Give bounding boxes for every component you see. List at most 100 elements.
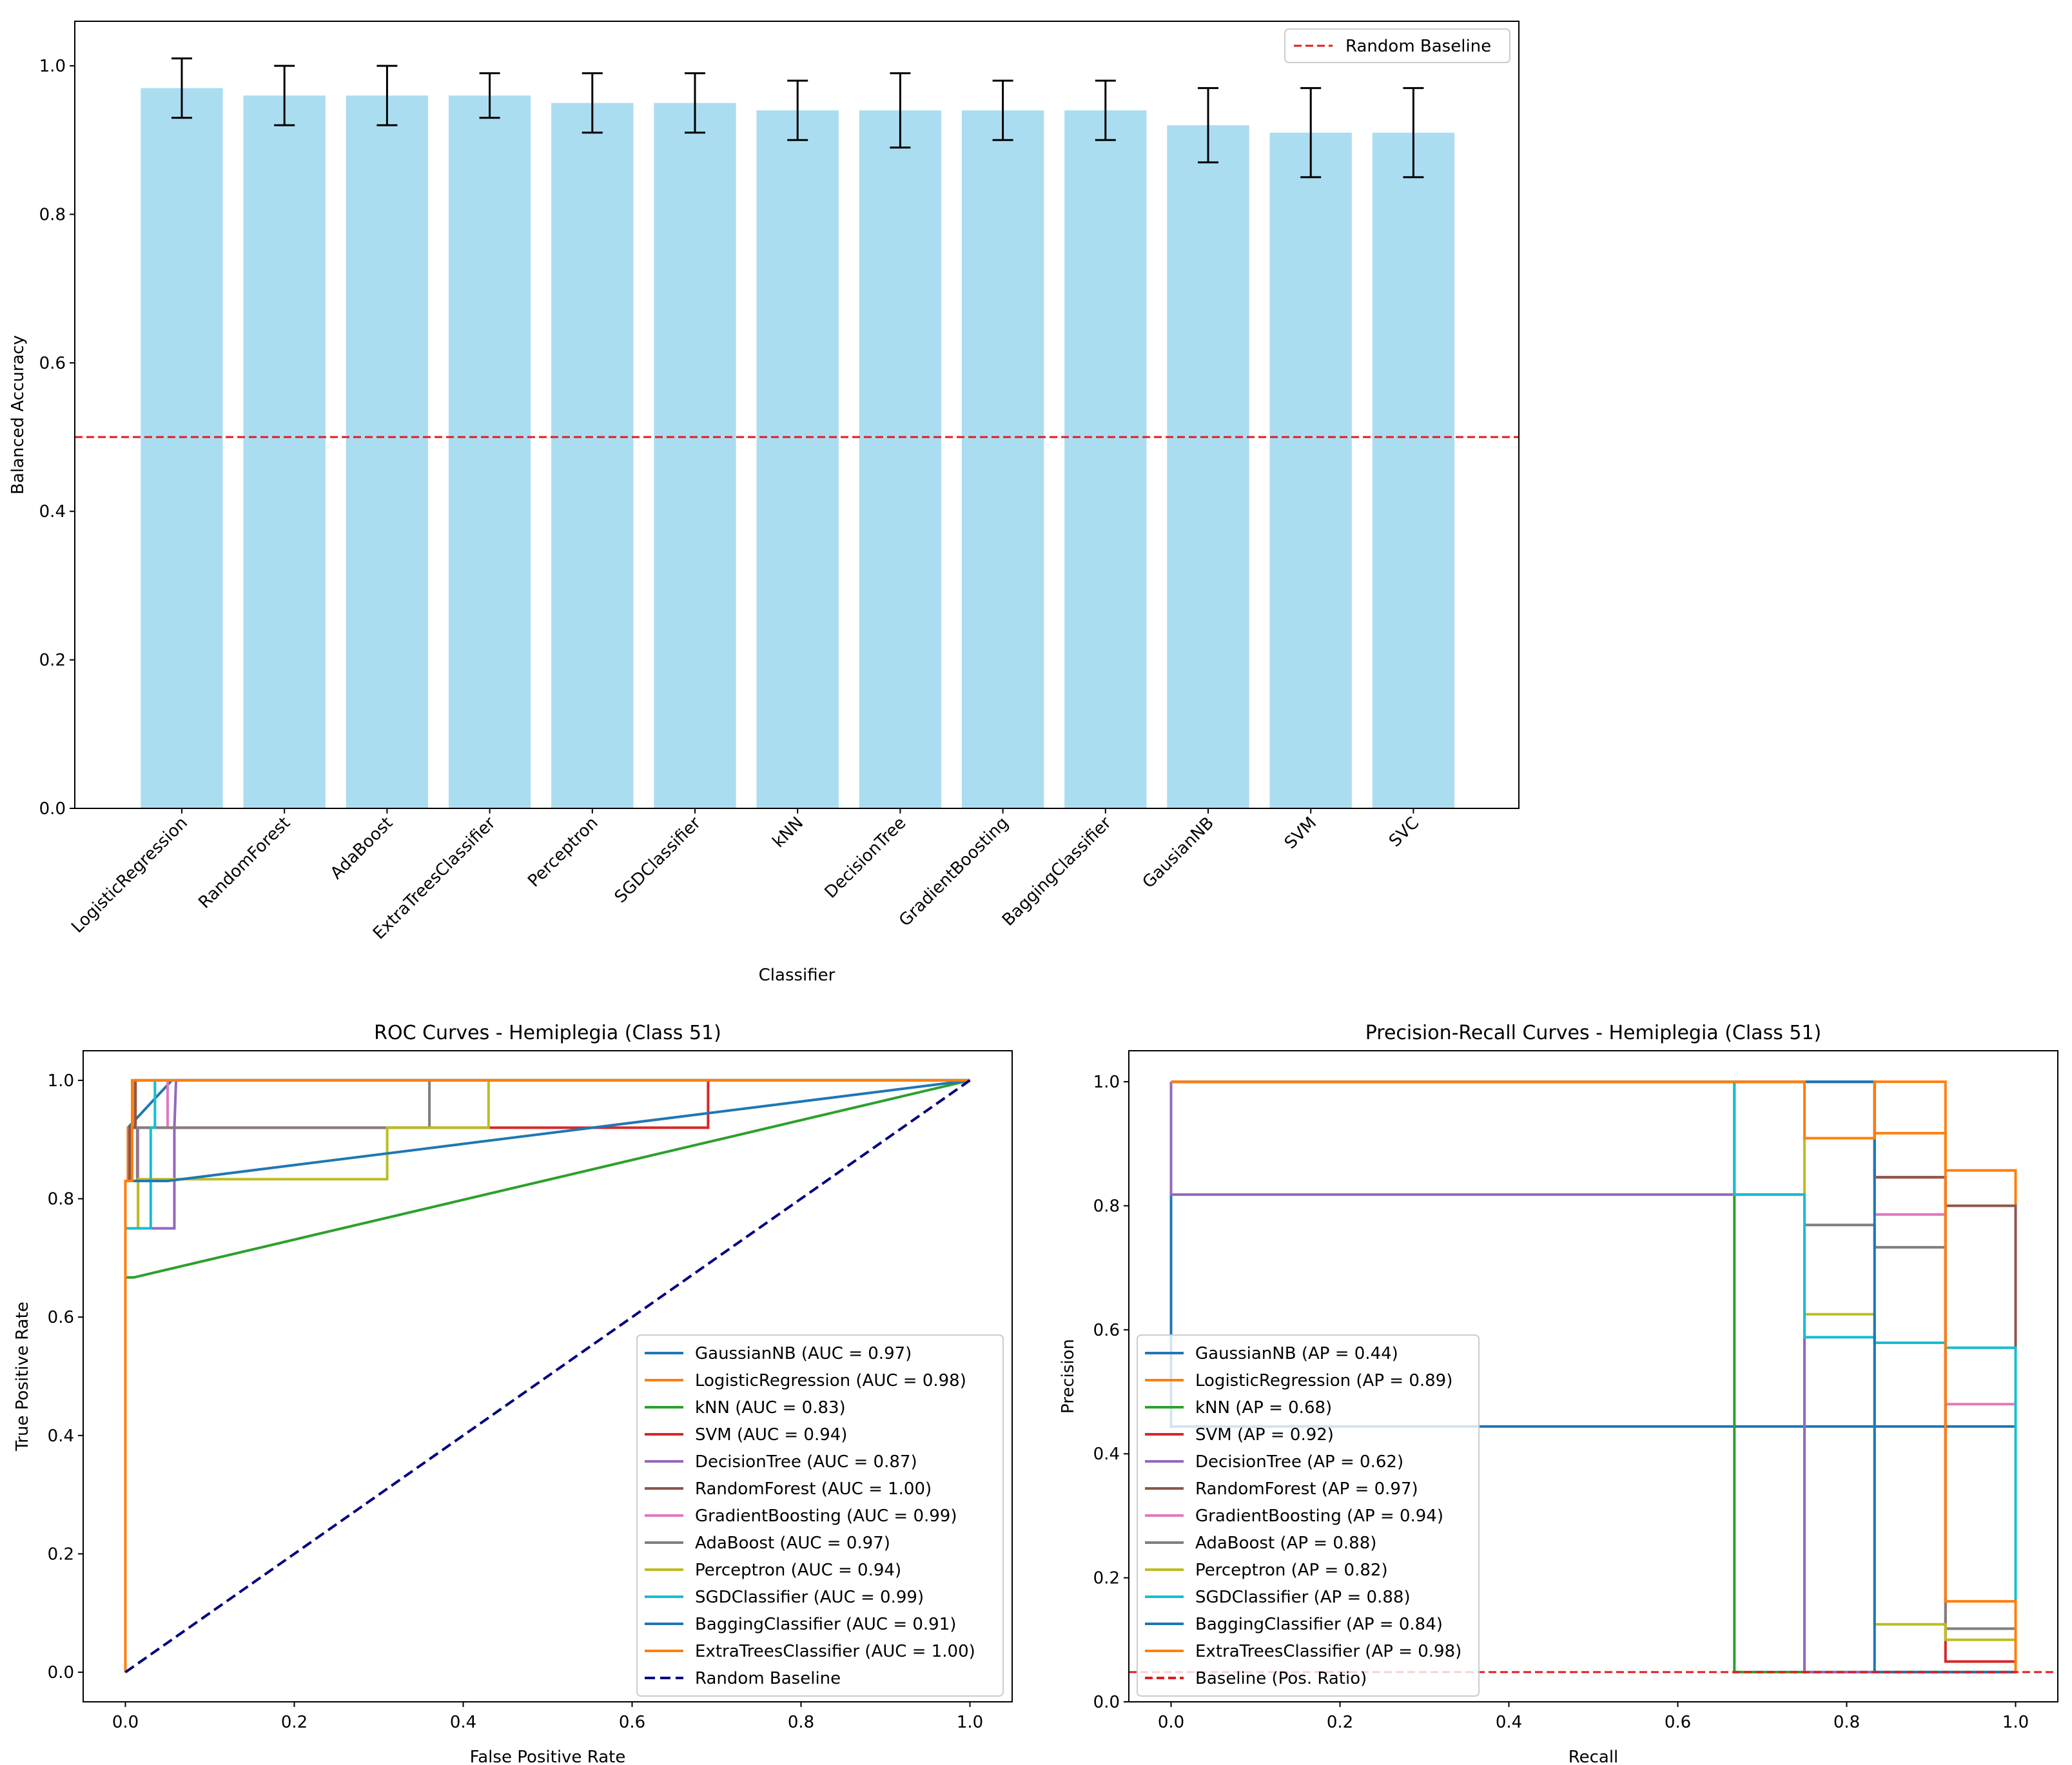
roc-axes-frame [83, 1050, 1013, 1702]
y-tick-label: 0.8 [48, 1190, 74, 1209]
bar-SGDClassifier [654, 102, 736, 809]
accuracy-error-bars [171, 57, 1424, 179]
y-tick-label: 1.0 [48, 1071, 74, 1091]
legend-label: AdaBoost (AP = 0.88) [1195, 1534, 1376, 1553]
x-tick-label: GausianNB [1139, 814, 1218, 892]
x-tick-label: SVC [1385, 814, 1423, 851]
y-tick-label: 0.2 [39, 651, 66, 670]
x-tick-label: AdaBoost [327, 814, 396, 883]
pr-curves [1129, 1080, 2058, 1673]
bar-LogisticRegression [141, 88, 223, 809]
x-tick-label: 0.4 [450, 1713, 476, 1732]
legend-label: SGDClassifier (AUC = 0.99) [695, 1588, 924, 1607]
legend-label: GaussianNB (AUC = 0.97) [695, 1344, 912, 1363]
legend-label: RandomForest (AUC = 1.00) [695, 1479, 932, 1499]
error-bar-ExtraTreesClassifier [479, 72, 500, 119]
pr-axes-frame [1128, 1050, 2058, 1702]
y-tick-label: 0.0 [48, 1663, 74, 1682]
y-tick-label: 0.4 [39, 502, 66, 522]
y-tick-label: 1.0 [39, 57, 66, 76]
x-tick-label: 0.2 [1327, 1713, 1353, 1732]
y-tick-label: 0.2 [1093, 1569, 1120, 1588]
x-tick-label: 0.6 [1665, 1713, 1691, 1732]
legend-label: Baseline (Pos. Ratio) [1195, 1669, 1367, 1688]
roc-ticks: 0.0 0.0 0.2 0.2 0.4 0.4 0.6 0.6 0.8 0.8 1.0 1.0 [48, 1071, 984, 1732]
legend-label: Perceptron (AP = 0.82) [1195, 1561, 1388, 1580]
legend-label: RandomForest (AP = 0.97) [1195, 1479, 1418, 1499]
bar-SVC [1372, 132, 1455, 809]
y-tick-label: 0.0 [39, 799, 66, 819]
error-bar-GradientBoosting [992, 79, 1013, 141]
x-tick-label: 0.8 [788, 1713, 814, 1732]
roc-chart: ROC Curves - Hemiplegia (Class 51) 0.00.… [13, 1022, 1013, 1765]
accuracy-x-axis-label: Classifier [759, 966, 836, 985]
bar-Perceptron [551, 102, 634, 809]
roc-legend: GaussianNB (AUC = 0.97) LogisticRegressio… [636, 1334, 1004, 1697]
y-tick-label: 0.6 [39, 354, 66, 373]
x-tick-label: GradientBoosting [895, 814, 1013, 931]
y-tick-label: 0.2 [48, 1545, 74, 1564]
pr-title: Precision-Recall Curves - Hemiplegia (Cl… [1365, 1022, 1822, 1044]
error-bar-DecisionTree [890, 72, 911, 149]
x-tick-label: 1.0 [2002, 1713, 2029, 1732]
error-bar-kNN [787, 79, 808, 141]
roc-title: ROC Curves - Hemiplegia (Class 51) [374, 1022, 721, 1044]
y-tick-label: 0.8 [39, 205, 66, 224]
legend-box [1137, 1334, 1480, 1697]
bar-GradientBoosting [961, 110, 1044, 808]
x-tick-label: kNN [769, 814, 807, 852]
pr-y-axis-label: Precision [1059, 1339, 1078, 1414]
pr-chart: Precision-Recall Curves - Hemiplegia (Cl… [1059, 1022, 2058, 1765]
legend-label: SVM (AUC = 0.94) [695, 1425, 847, 1445]
legend-label: AdaBoost (AUC = 0.97) [695, 1534, 890, 1553]
x-tick-label: 0.0 [112, 1713, 139, 1732]
y-tick-label: 0.8 [1093, 1196, 1120, 1216]
accuracy-y-ticks: 0.0 0.2 0.4 0.6 0.8 1.0 [39, 57, 75, 819]
y-tick-label: 0.6 [1093, 1321, 1120, 1340]
legend-label: BaggingClassifier (AP = 0.84) [1195, 1615, 1443, 1634]
roc-curves [124, 1078, 971, 1673]
legend-box [636, 1334, 1004, 1697]
legend-label: Random Baseline [695, 1669, 841, 1688]
bar-RandomForest [243, 95, 326, 808]
roc-y-axis-label: True Positive Rate [13, 1302, 32, 1452]
legend-label: kNN (AUC = 0.83) [695, 1398, 846, 1418]
legend-label: LogisticRegression (AP = 0.89) [1195, 1371, 1452, 1390]
y-tick-label: 1.0 [1093, 1073, 1120, 1092]
roc-x-axis-label: False Positive Rate [470, 1748, 626, 1765]
legend-label: DecisionTree (AP = 0.62) [1195, 1452, 1403, 1472]
legend-label: ExtraTreesClassifier (AUC = 1.00) [695, 1642, 975, 1661]
x-tick-label: 1.0 [957, 1713, 983, 1732]
pr-ticks: 0.0 0.0 0.2 0.2 0.4 0.4 0.6 0.6 0.8 0.8 1.0 1.0 [1093, 1073, 2029, 1732]
pr-legend: GaussianNB (AP = 0.44) LogisticRegression… [1137, 1334, 1480, 1697]
x-tick-label: RandomForest [195, 814, 294, 913]
bar-kNN [756, 110, 839, 808]
x-tick-label: Perceptron [524, 814, 601, 891]
legend-box [1284, 28, 1510, 63]
bar-SVM [1269, 132, 1352, 809]
x-tick-label: SVM [1281, 814, 1320, 853]
x-tick-label: 0.6 [619, 1713, 645, 1732]
x-tick-label: 0.4 [1496, 1713, 1522, 1732]
error-bar-GausianNB [1198, 87, 1218, 164]
y-tick-label: 0.4 [1093, 1445, 1120, 1464]
error-bar-AdaBoost [376, 64, 398, 126]
x-tick-label: 0.0 [1158, 1713, 1184, 1732]
x-tick-label: SGDClassifier [611, 814, 705, 907]
x-tick-label: DecisionTree [821, 814, 910, 902]
y-tick-label: 0.4 [48, 1427, 74, 1446]
error-bar-BaggingClassifier [1095, 79, 1116, 141]
x-tick-label: 0.2 [281, 1713, 308, 1732]
y-tick-label: 0.0 [1093, 1693, 1120, 1712]
curve-ExtraTreesClassifier [1171, 1080, 2017, 1672]
accuracy-y-axis-label: Balanced Accuracy [8, 335, 28, 494]
accuracy-bars [141, 88, 1455, 809]
legend-label: DecisionTree (AUC = 0.87) [695, 1452, 917, 1472]
error-bar-SVM [1300, 87, 1322, 179]
y-tick-label: 0.6 [48, 1308, 74, 1327]
accuracy-x-ticks: LogisticRegression RandomForest AdaBoostEx… [68, 808, 1423, 943]
legend-label: SVM (AP = 0.92) [1195, 1425, 1334, 1445]
legend-label: GradientBoosting (AP = 0.94) [1195, 1507, 1443, 1526]
accuracy-axes-frame [74, 21, 1520, 809]
